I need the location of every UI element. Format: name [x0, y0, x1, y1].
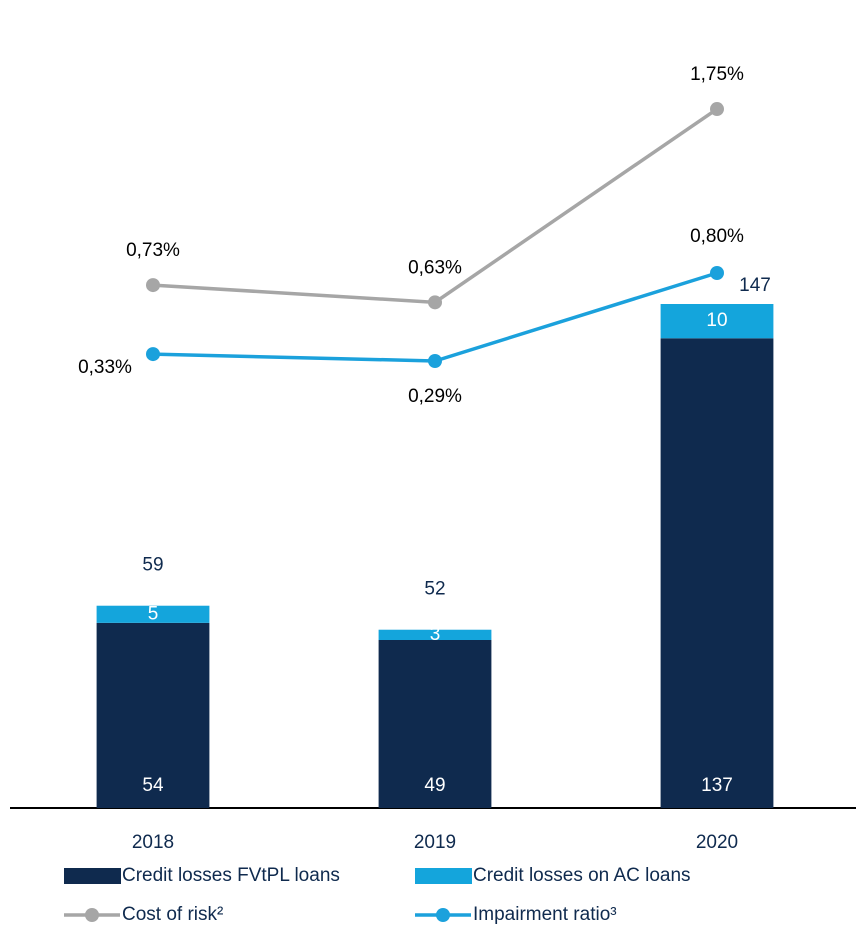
line-point	[428, 354, 442, 369]
bar-value-label: 5	[148, 603, 159, 624]
x-tick-label: 2019	[414, 832, 456, 853]
line-value-label: 0,33%	[78, 357, 132, 378]
line-point	[710, 265, 724, 280]
bar-value-label: 137	[701, 775, 733, 796]
legend-swatch	[415, 868, 472, 884]
legend-swatch	[64, 868, 121, 884]
total-label: 52	[424, 579, 445, 600]
line-value-label: 0,29%	[408, 386, 462, 407]
line-point	[710, 102, 724, 117]
line-value-label: 1,75%	[690, 64, 744, 85]
bar-segment	[660, 338, 774, 808]
legend-marker	[85, 908, 99, 922]
legend-label: Cost of risk²	[122, 904, 223, 925]
line-point	[146, 347, 160, 362]
legend-label: Credit losses on AC loans	[473, 865, 691, 886]
x-tick-label: 2020	[696, 832, 738, 853]
x-tick-label: 2018	[132, 832, 174, 853]
line-value-label: 0,73%	[126, 240, 180, 261]
bar-value-label: 49	[424, 775, 445, 796]
line-value-label: 0,63%	[408, 257, 462, 278]
bar-segment	[378, 629, 492, 640]
bar-value-label: 3	[430, 624, 441, 645]
bar-segment	[660, 304, 774, 339]
line	[152, 271, 718, 363]
legend-label: Impairment ratio³	[473, 904, 617, 925]
bar-segment	[96, 622, 210, 808]
total-label: 59	[142, 555, 163, 576]
line-point	[428, 295, 442, 310]
line-point	[146, 278, 160, 293]
bar-segment	[96, 605, 210, 623]
legend-label: Credit losses FVtPL loans	[122, 865, 340, 886]
legend-marker	[436, 908, 450, 922]
total-label: 147	[739, 275, 771, 296]
line-value-label: 0,80%	[690, 226, 744, 247]
bar-segment	[378, 640, 492, 808]
bar-value-label: 54	[142, 775, 164, 796]
bar-value-label: 10	[706, 310, 727, 331]
